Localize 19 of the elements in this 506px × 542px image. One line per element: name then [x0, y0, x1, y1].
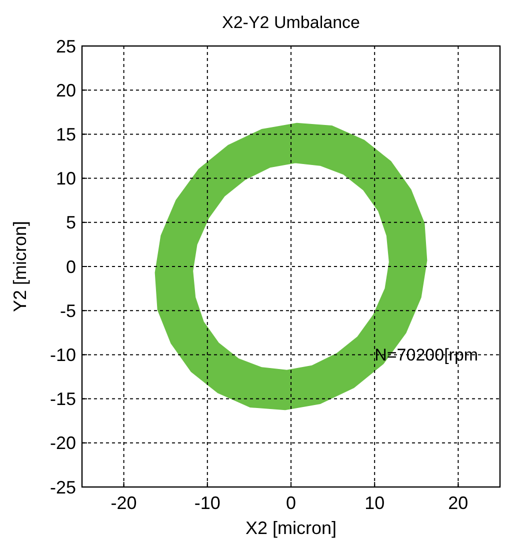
chart-title: X2-Y2 Umbalance [222, 13, 360, 32]
x-tick-label: 20 [448, 493, 468, 513]
y-tick-label: 5 [66, 212, 76, 233]
x-tick-label: -10 [194, 493, 220, 513]
y-tick-label: -5 [60, 300, 76, 321]
y-tick-label: -10 [50, 345, 76, 365]
x-tick-label: 0 [286, 493, 296, 513]
x-axis-title: X2 [micron] [245, 518, 337, 538]
y-tick-label: -25 [50, 477, 76, 498]
y-axis-title: Y2 [micron] [10, 220, 30, 312]
y-tick-label: 20 [56, 80, 76, 100]
x-tick-label: -20 [110, 493, 137, 513]
y-tick-label: 25 [56, 36, 76, 56]
y-tick-label: 0 [66, 256, 76, 277]
y-tick-label: -15 [50, 389, 76, 410]
y-tick-label: 15 [56, 124, 76, 144]
y-tick-label: 10 [56, 168, 76, 189]
x-tick-label: 10 [364, 493, 385, 513]
y-tick-label: -20 [50, 433, 76, 454]
